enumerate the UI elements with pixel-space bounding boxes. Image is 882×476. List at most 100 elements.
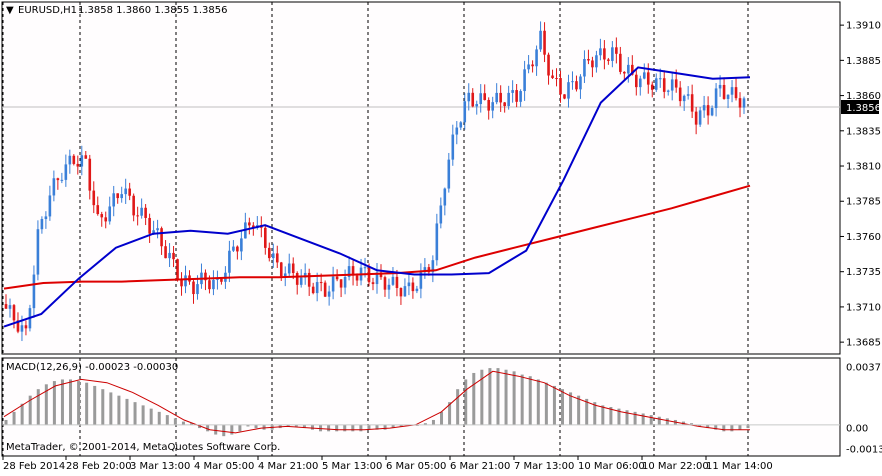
time-tick-label: 4 Mar 05:00	[194, 461, 254, 472]
candle-body	[32, 274, 36, 309]
candle-body	[479, 93, 483, 105]
candle-body	[734, 87, 738, 99]
macd-histogram-bar	[319, 424, 323, 432]
macd-histogram-bar	[440, 411, 444, 425]
candle-body	[307, 272, 311, 287]
candle-body	[738, 98, 742, 108]
macd-histogram-bar	[383, 424, 387, 430]
dropdown-arrow-icon[interactable]: ▼	[6, 5, 14, 16]
macd-histogram-bar	[351, 424, 355, 432]
candle-body	[587, 59, 590, 61]
candle-body	[128, 188, 131, 196]
candle-body	[196, 284, 199, 295]
candle-body	[220, 278, 223, 282]
candle-body	[399, 287, 403, 297]
candle-body	[527, 64, 530, 70]
candle-body	[722, 84, 726, 99]
candle-body	[531, 64, 534, 67]
macd-histogram-bar	[335, 424, 339, 432]
candle-body	[4, 304, 8, 309]
candle-body	[287, 263, 291, 274]
macd-histogram-bar	[246, 424, 250, 427]
time-tick-label: 28 Feb 20:00	[66, 461, 132, 472]
candle-body	[303, 272, 307, 278]
candle-body	[92, 190, 96, 206]
candle-body	[662, 78, 666, 92]
candle-body	[650, 84, 654, 90]
candle-body	[543, 30, 546, 55]
macd-histogram-bar	[254, 424, 258, 429]
macd-histogram-bar	[238, 424, 242, 432]
candle-body	[371, 282, 375, 285]
macd-histogram-bar	[4, 419, 8, 425]
candle-body	[16, 320, 20, 332]
candle-body	[443, 188, 447, 206]
macd-histogram-bar	[222, 424, 226, 437]
candle-body	[112, 193, 116, 207]
candle-body	[295, 273, 299, 285]
candle-body	[726, 94, 730, 99]
candle-body	[140, 207, 143, 216]
candle-body	[383, 277, 387, 290]
candle-body	[567, 82, 570, 99]
macd-histogram-bar	[617, 408, 621, 425]
price-plot-area[interactable]	[1, 1, 841, 355]
candle-body	[387, 284, 391, 290]
macd-histogram-bar	[173, 418, 177, 425]
candle-body	[694, 111, 698, 125]
candle-body	[698, 110, 702, 125]
macd-histogram-bar	[302, 424, 306, 429]
moving-average-fast-line	[3, 66, 751, 328]
candle-body	[455, 127, 459, 135]
candle-body	[551, 75, 554, 79]
candle-body	[379, 272, 383, 278]
macd-histogram-bar	[722, 424, 726, 432]
macd-histogram-bar	[77, 381, 81, 425]
macd-histogram-bar	[536, 379, 540, 425]
candle-body	[499, 92, 502, 103]
macd-histogram-bar	[730, 424, 734, 432]
candle-body	[491, 102, 494, 111]
macd-histogram-bar	[343, 424, 347, 432]
macd-histogram-bar	[593, 402, 597, 425]
candle-body	[124, 188, 127, 195]
price-tick-label: 1.3735	[846, 267, 881, 278]
time-tick-label: 4 Mar 21:00	[258, 461, 318, 472]
macd-histogram-bar	[504, 369, 508, 425]
macd-histogram-bar	[20, 403, 24, 425]
macd-histogram-bar	[117, 395, 121, 425]
candle-body	[323, 282, 327, 297]
macd-histogram-bar	[327, 424, 331, 432]
symbol-timeframe-label: EURUSD,H1	[18, 5, 77, 16]
candle-body	[240, 238, 243, 252]
macd-histogram-bar	[665, 418, 669, 425]
macd-histogram-bar	[423, 423, 427, 425]
candle-body	[180, 279, 183, 287]
macd-histogram-bar	[552, 385, 556, 425]
macd-histogram-bar	[206, 424, 210, 432]
macd-histogram-bar	[230, 424, 234, 435]
candle-body	[311, 286, 315, 294]
candle-body	[212, 279, 215, 290]
macd-histogram-bar	[577, 395, 581, 425]
candle-body	[547, 54, 550, 76]
ohlc-values: 1.3858 1.3860 1.3855 1.3856	[78, 5, 228, 16]
macd-histogram-bar	[464, 379, 468, 425]
candle-body	[52, 178, 56, 196]
candle-body	[487, 99, 490, 111]
macd-histogram-bar	[85, 382, 89, 425]
candle-body	[678, 87, 682, 102]
candle-body	[248, 222, 251, 226]
time-tick-label: 6 Mar 05:00	[386, 461, 446, 472]
macd-histogram-bar	[609, 407, 613, 425]
candle-body	[104, 217, 108, 222]
macd-histogram-bar	[359, 424, 363, 432]
candle-body	[603, 48, 606, 60]
price-tick-label: 1.3885	[846, 56, 881, 67]
candle-body	[447, 159, 451, 189]
candle-body	[144, 207, 147, 218]
macd-histogram-bar	[448, 402, 452, 425]
price-tick-label: 1.3910	[846, 21, 881, 32]
